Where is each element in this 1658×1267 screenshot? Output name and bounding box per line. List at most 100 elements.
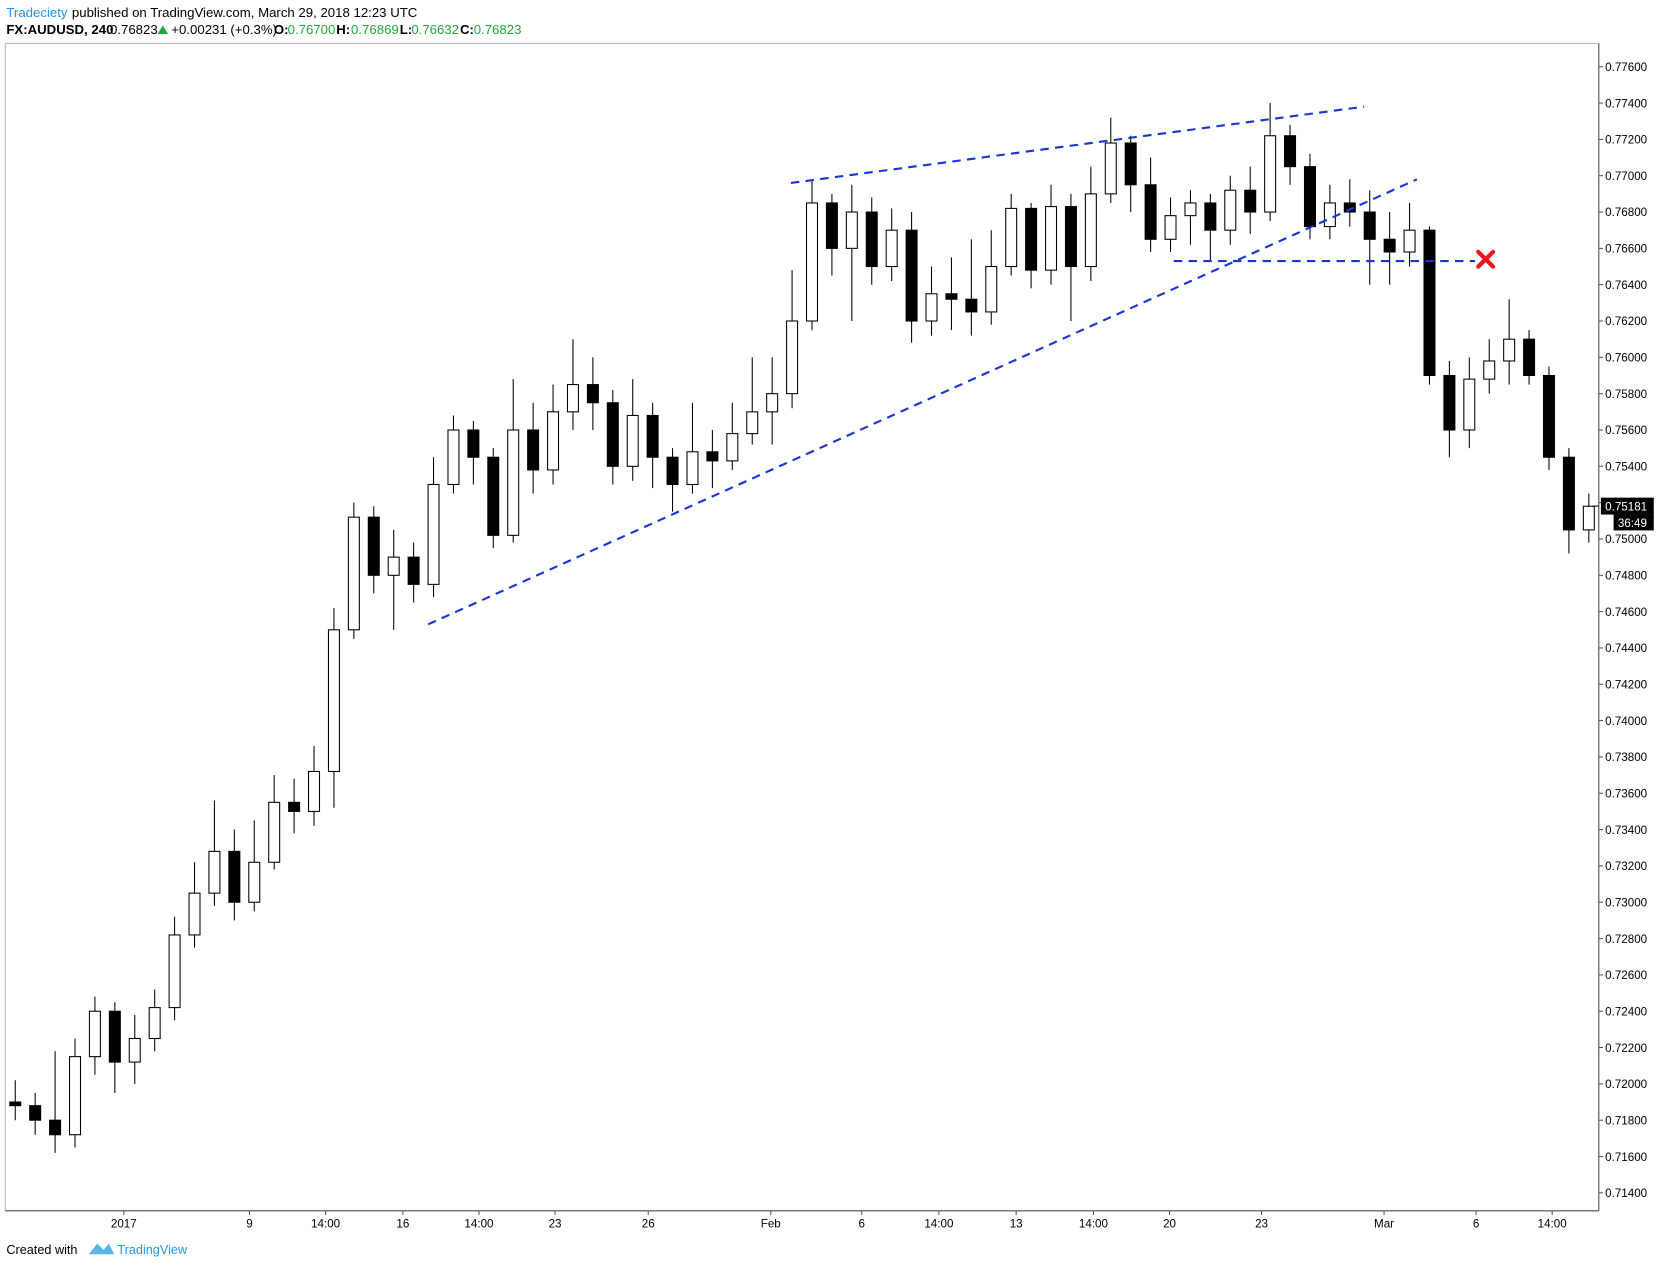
x-tick-label: 16 — [396, 1218, 409, 1231]
candle-body — [1264, 135, 1277, 213]
y-tick-label: 0.77600 — [1605, 61, 1648, 74]
x-tick-label: 14:00 — [924, 1218, 954, 1231]
y-tick-label: 0.72000 — [1605, 1078, 1648, 1091]
y-tick-label: 0.74800 — [1605, 570, 1648, 583]
candle-body — [1542, 374, 1555, 458]
y-tick-label: 0.74000 — [1605, 715, 1648, 728]
candle-body — [367, 516, 380, 576]
candle-body — [327, 629, 340, 772]
candle-body — [1244, 189, 1257, 213]
y-tick-label: 0.73000 — [1605, 896, 1648, 909]
candle-body — [825, 202, 838, 249]
y-tick-label: 0.76400 — [1605, 279, 1648, 292]
candle-body — [965, 298, 978, 313]
x-tick-label: 9 — [246, 1218, 252, 1231]
candle-body — [805, 202, 819, 322]
candle-body — [1562, 456, 1575, 531]
x-tick-label: 23 — [1255, 1218, 1268, 1231]
change: +0.00231 (+0.3%) — [171, 22, 277, 37]
candle-body — [1403, 229, 1416, 253]
candle-body — [1323, 202, 1336, 228]
y-tick-label: 0.71600 — [1605, 1151, 1648, 1164]
y-tick-label: 0.72600 — [1605, 969, 1648, 982]
candle-body — [188, 892, 201, 936]
candle-body — [746, 411, 759, 435]
x-marker — [1476, 249, 1496, 269]
candle-body — [487, 456, 500, 536]
candle-body — [1483, 360, 1496, 380]
y-tick-label: 0.74400 — [1605, 642, 1648, 655]
candle-body — [1184, 202, 1197, 217]
candle-body — [1164, 215, 1177, 240]
y-tick-label: 0.73800 — [1605, 751, 1648, 764]
y-tick-label: 0.75800 — [1605, 388, 1648, 401]
plot: 0.71400 0.71600 0.71800 0.72000 0.72200 0.724… — [9, 61, 1654, 1231]
candle-body — [706, 451, 719, 462]
y-tick-label: 0.76800 — [1605, 206, 1648, 219]
x-tick-label: 6 — [859, 1218, 865, 1231]
x-tick-label: 6 — [1473, 1218, 1479, 1231]
candle-body — [1363, 211, 1376, 240]
close-label: C: — [460, 22, 474, 37]
candle-body — [1383, 238, 1396, 253]
y-tick-label: 0.75400 — [1605, 461, 1648, 474]
candle-body — [547, 411, 560, 471]
y-tick-label: 0.73400 — [1605, 824, 1648, 837]
author[interactable]: Tradeciety — [6, 5, 68, 20]
y-tick-label: 0.76600 — [1605, 243, 1648, 256]
x-tick-label: 14:00 — [464, 1218, 494, 1231]
x-tick-label: 26 — [642, 1218, 655, 1231]
candle-body — [427, 483, 440, 585]
candle-body — [766, 393, 779, 413]
candle-body — [686, 451, 699, 486]
candle-body — [268, 801, 281, 863]
low: 0.76632 — [411, 22, 459, 37]
y-tick-label: 0.71400 — [1605, 1187, 1648, 1200]
candle-body — [885, 229, 898, 268]
brand[interactable]: TradingView — [117, 1243, 188, 1257]
trendline — [427, 178, 1418, 626]
candle-body — [1423, 229, 1436, 377]
y-tick-label: 0.72400 — [1605, 1005, 1648, 1018]
candle-body — [228, 850, 241, 903]
candle-body — [9, 1101, 22, 1107]
candle-body — [507, 429, 520, 536]
y-tick-label: 0.76200 — [1605, 315, 1648, 328]
candle-body — [646, 414, 659, 458]
x-tick-label: 2017 — [111, 1218, 137, 1231]
candle-body — [29, 1105, 42, 1121]
candle-body — [128, 1037, 141, 1063]
countdown: 36:49 — [1618, 517, 1647, 530]
candle-body — [566, 384, 579, 413]
y-tick-label: 0.74600 — [1605, 606, 1648, 619]
candle-body — [527, 429, 540, 471]
candle-body — [1503, 338, 1516, 362]
open: 0.76700 — [288, 22, 336, 37]
candle-body — [845, 211, 858, 249]
candle-body — [308, 770, 321, 812]
y-tick-label: 0.77000 — [1605, 170, 1648, 183]
last-price-label: 0.75181 — [1605, 500, 1647, 513]
candle-body — [786, 320, 799, 395]
published: published on TradingView.com, March 29, … — [72, 5, 418, 20]
candle-body — [248, 861, 261, 903]
high: 0.76869 — [351, 22, 399, 37]
candle-body — [1224, 189, 1237, 231]
y-tick-label: 0.73600 — [1605, 787, 1648, 800]
x-tick-label: 20 — [1163, 1218, 1176, 1231]
candle-body — [148, 1007, 161, 1039]
trendline — [790, 105, 1365, 185]
candle-body — [467, 429, 480, 458]
y-tick-label: 0.77200 — [1605, 134, 1648, 147]
x-tick-label: 14:00 — [311, 1218, 341, 1231]
up-arrow — [157, 25, 169, 34]
high-label: H: — [336, 22, 350, 37]
candle-body — [945, 293, 958, 300]
candle-body — [347, 516, 360, 631]
candle-body — [1443, 374, 1456, 431]
x-tick-label: Mar — [1374, 1218, 1394, 1231]
candle-body — [168, 934, 181, 1009]
candle-body — [1144, 184, 1157, 240]
